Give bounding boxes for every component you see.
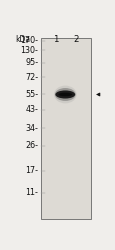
Bar [41, 38, 90, 219]
Text: 1: 1 [52, 35, 58, 44]
Ellipse shape [58, 93, 72, 96]
Text: 34-: 34- [25, 124, 38, 133]
Text: 130-: 130- [20, 46, 38, 55]
Text: 72-: 72- [25, 73, 38, 82]
Text: 170-: 170- [20, 36, 38, 45]
Text: 17-: 17- [25, 166, 38, 175]
Text: 2: 2 [73, 35, 78, 44]
Text: 11-: 11- [25, 188, 38, 197]
Text: kDa: kDa [15, 35, 30, 44]
Ellipse shape [55, 90, 75, 98]
Text: 95-: 95- [25, 58, 38, 67]
Ellipse shape [54, 88, 75, 101]
Ellipse shape [53, 86, 76, 103]
Text: 55-: 55- [25, 90, 38, 99]
Text: 43-: 43- [25, 106, 38, 114]
Text: 26-: 26- [25, 141, 38, 150]
